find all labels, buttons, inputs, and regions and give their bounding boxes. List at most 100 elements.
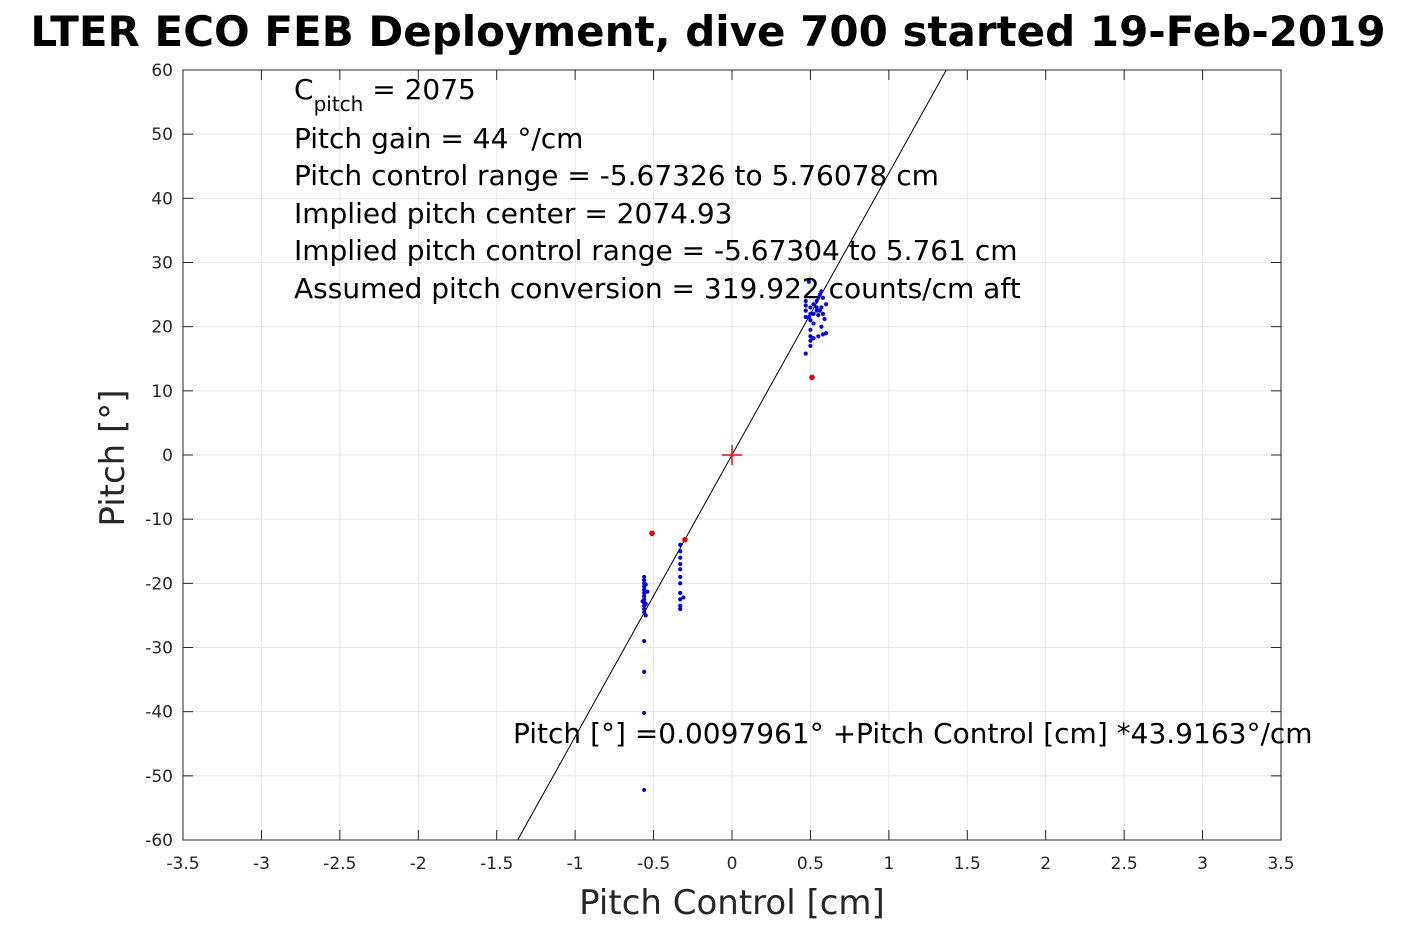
x-tick-label: -2.5 (323, 854, 356, 874)
included-data-point (642, 587, 647, 592)
x-tick-label: 0.5 (797, 854, 824, 874)
included-data-point (681, 595, 686, 600)
included-data-point (803, 298, 808, 304)
x-tick-label: -3 (253, 854, 270, 874)
included-data-point (808, 305, 813, 310)
x-tick-label: 2.5 (1111, 854, 1138, 874)
x-tick-label: -2 (410, 854, 427, 874)
chart-title: LTER ECO FEB Deployment, dive 700 starte… (30, 7, 1385, 56)
y-tick-label: -10 (145, 510, 173, 530)
x-tick-label: -0.5 (637, 854, 670, 874)
included-data-point (678, 567, 683, 572)
annotation-pitch-control-range: Pitch control range = -5.67326 to 5.7607… (294, 159, 939, 192)
included-data-point (814, 308, 819, 313)
y-tick-label: 40 (151, 189, 173, 209)
included-data-point (811, 321, 816, 326)
y-tick-label: 50 (151, 125, 173, 145)
included-data-point (642, 574, 647, 580)
included-data-point (678, 574, 683, 580)
included-data-point (643, 601, 648, 606)
included-data-point (643, 613, 648, 618)
included-data-point (816, 295, 821, 300)
excluded-data-point (649, 530, 655, 537)
y-tick-label: 60 (151, 61, 173, 81)
x-tick-label: 3.5 (1267, 854, 1294, 874)
x-tick-label: 1.5 (954, 854, 981, 874)
included-data-point (642, 710, 647, 716)
included-data-point (808, 318, 813, 323)
included-data-point (817, 292, 822, 297)
y-tick-label: -40 (145, 703, 173, 723)
included-data-point (824, 302, 829, 307)
x-tick-label: -3.5 (166, 854, 199, 874)
y-tick-label: 10 (151, 382, 173, 402)
annotation-implied-pitch-center: Implied pitch center = 2074.93 (294, 197, 732, 230)
included-data-point (642, 590, 647, 596)
included-data-point (808, 343, 813, 349)
included-data-point (808, 327, 813, 332)
included-data-point (642, 606, 647, 612)
included-data-point (678, 561, 683, 567)
included-data-point (642, 594, 647, 599)
included-data-point (820, 311, 826, 316)
annotation-c-pitch-value: = 2075 (363, 73, 476, 106)
included-data-point (814, 298, 819, 304)
included-data-point (808, 311, 813, 316)
included-data-point (642, 669, 647, 674)
included-data-point (678, 581, 683, 586)
included-data-point (803, 314, 808, 320)
tick-labels: -3.5 -3 -2.5 -2 -1.5 -1 -0.5 0 0.5 1 1.5 2 2.5 3 3.5 -6… (145, 61, 1294, 874)
included-data-point (811, 302, 816, 307)
included-data-point (803, 303, 808, 308)
included-data-point (820, 332, 826, 337)
x-tick-label: 1 (883, 854, 894, 874)
y-tick-label: -30 (145, 639, 173, 659)
y-tick-label: -50 (145, 767, 173, 787)
included-data-point (816, 334, 821, 339)
fit-equation: Pitch [°] =0.0097961° +Pitch Control [cm… (513, 717, 1313, 750)
included-data-point (819, 289, 824, 294)
axis-ticks (182, 69, 1282, 841)
y-tick-label: 0 (162, 446, 173, 466)
included-data-point (814, 305, 819, 310)
included-data-point (643, 582, 648, 587)
included-data-point (645, 589, 650, 594)
included-data-point (808, 338, 813, 343)
excluded-data-point (682, 536, 688, 543)
included-data-point (678, 603, 683, 608)
included-data-point (803, 308, 808, 313)
center-marker-group (722, 445, 742, 465)
x-tick-label: 0 (727, 854, 738, 874)
included-data-point (819, 305, 824, 310)
included-data-point (806, 314, 811, 320)
scatter-points (640, 246, 829, 793)
included-data-point (678, 555, 683, 560)
included-data-point (678, 606, 683, 612)
included-data-point (820, 295, 826, 300)
annotation-c-pitch-symbol: C (294, 73, 314, 106)
included-data-point (678, 590, 683, 596)
included-data-point (822, 316, 827, 322)
included-data-point (803, 351, 808, 356)
y-tick-label: -20 (145, 574, 173, 594)
y-tick-label: 20 (151, 318, 173, 338)
y-axis-label: Pitch [°] (93, 389, 133, 526)
excluded-data-point (809, 374, 815, 381)
included-data-point (678, 597, 683, 602)
included-data-point (816, 313, 821, 318)
y-tick-label: 30 (151, 254, 173, 274)
x-tick-label: -1.5 (480, 854, 513, 874)
plot-frame (182, 69, 1282, 841)
included-data-point (642, 578, 647, 583)
included-data-point (817, 308, 822, 313)
included-data-point (678, 542, 683, 547)
included-data-point (806, 279, 811, 284)
included-data-point (642, 787, 647, 793)
included-data-point (819, 324, 824, 329)
annotation-implied-pitch-control-range: Implied pitch control range = -5.67304 t… (294, 234, 1018, 267)
x-tick-label: -1 (567, 854, 584, 874)
x-tick-label: 3 (1197, 854, 1208, 874)
x-axis-label: Pitch Control [cm] (579, 883, 885, 923)
annotation-c-pitch: Cpitch = 2075 (294, 73, 476, 116)
